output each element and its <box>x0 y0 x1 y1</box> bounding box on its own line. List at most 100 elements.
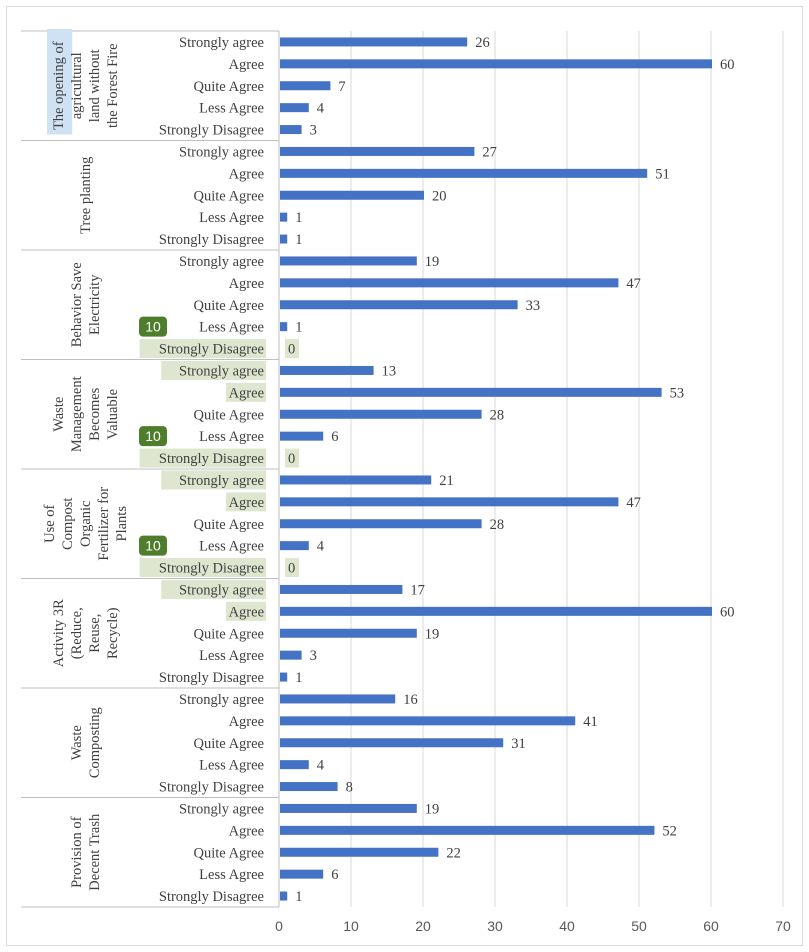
category-label: Quite Agree <box>194 298 264 314</box>
value-label: 31 <box>511 736 526 752</box>
category-label: Strongly Disagree <box>159 670 264 686</box>
bar <box>280 541 309 551</box>
category-label: Less Agree <box>199 758 264 774</box>
bar <box>280 584 403 594</box>
group-label-line: Waste <box>69 725 85 760</box>
group-label-line: land without <box>87 49 103 122</box>
value-label: 0 <box>288 342 295 358</box>
group-label-line: Activity 3R <box>51 599 67 667</box>
group-label-line: Becomes <box>87 387 103 441</box>
badge <box>139 535 167 556</box>
bar <box>280 782 338 792</box>
category-label: Strongly agree <box>179 144 264 160</box>
value-label: 52 <box>662 823 677 839</box>
group-label: Waste Composting <box>69 707 103 778</box>
value-label: 1 <box>295 670 302 686</box>
category-label: Less Agree <box>199 320 264 336</box>
bar <box>280 81 331 91</box>
category-label: Quite Agree <box>194 188 264 204</box>
bar <box>280 672 288 682</box>
bar <box>280 146 475 156</box>
group-label-line: Fertilizer for <box>96 487 112 561</box>
value-label: 3 <box>310 123 317 139</box>
value-label: 60 <box>720 604 735 620</box>
category-label: Strongly Disagree <box>159 342 264 358</box>
bar <box>280 847 439 857</box>
bar <box>280 103 309 113</box>
bar <box>280 37 468 47</box>
category-label: Less Agree <box>199 429 264 445</box>
group-label: Use of Compost Organic Fertilizer for Plants <box>42 487 130 561</box>
value-label: 3 <box>310 648 317 664</box>
value-label: 19 <box>425 626 440 642</box>
value-label-highlight <box>285 448 299 468</box>
category-label: Agree <box>229 276 264 292</box>
x-tick-label: 20 <box>415 918 431 934</box>
group-label-line: Use of <box>42 504 58 542</box>
group-label-line: Decent Trash <box>87 813 103 891</box>
bar <box>280 716 576 726</box>
bar <box>280 738 504 748</box>
category-label: Quite Agree <box>194 626 264 642</box>
group-label-line: Provision of <box>69 816 85 887</box>
category-label: Less Agree <box>199 648 264 664</box>
value-label: 0 <box>288 451 295 467</box>
group-label: Waste Management Becomes Valuable <box>51 376 121 452</box>
badge <box>139 426 167 447</box>
x-tick-label: 0 <box>275 918 283 934</box>
bar <box>280 519 482 529</box>
category-label-highlight <box>226 492 266 512</box>
category-label: Quite Agree <box>194 845 264 861</box>
category-label: Agree <box>229 823 264 839</box>
category-label: Quite Agree <box>194 517 264 533</box>
category-label: Strongly Disagree <box>159 561 264 577</box>
bar <box>280 650 302 660</box>
group-label: Tree planting <box>78 157 94 234</box>
bar <box>280 300 518 310</box>
badge-label: 10 <box>145 538 161 554</box>
bar <box>280 190 424 200</box>
category-label: Agree <box>229 604 264 620</box>
value-label: 19 <box>425 254 440 270</box>
group-label-line: Composting <box>87 707 103 778</box>
group-label-line: agricultural <box>69 52 85 119</box>
value-label: 21 <box>439 473 454 489</box>
x-tick-label: 10 <box>343 918 359 934</box>
group-label-line: The opening of <box>51 41 67 130</box>
value-label: 1 <box>295 210 302 226</box>
value-label: 17 <box>410 582 425 598</box>
value-label: 4 <box>317 758 325 774</box>
bar <box>280 322 288 332</box>
bar <box>280 497 619 507</box>
x-tick-label: 30 <box>487 918 503 934</box>
category-label-highlight <box>226 382 266 402</box>
value-label: 33 <box>526 298 541 314</box>
badge-label: 10 <box>145 428 161 444</box>
value-label: 41 <box>583 714 598 730</box>
category-label: Agree <box>229 57 264 73</box>
group-label-line: Electricity <box>87 274 103 335</box>
badge <box>139 316 167 337</box>
category-label-highlight <box>161 579 266 599</box>
bar <box>280 278 619 288</box>
value-label: 6 <box>331 867 338 883</box>
category-label: Less Agree <box>199 539 264 555</box>
category-label: Agree <box>229 385 264 401</box>
category-label: Strongly agree <box>179 692 264 708</box>
category-label: Strongly agree <box>179 254 264 270</box>
category-label: Strongly agree <box>179 582 264 598</box>
value-label: 13 <box>382 363 397 379</box>
category-label-highlight <box>161 470 266 490</box>
category-label: Strongly Disagree <box>159 451 264 467</box>
category-label: Less Agree <box>199 867 264 883</box>
category-label: Strongly agree <box>179 363 264 379</box>
category-label: Agree <box>229 166 264 182</box>
category-label: Quite Agree <box>194 407 264 423</box>
bar <box>280 256 417 266</box>
group-label: Behavior Save Electricity <box>69 262 103 347</box>
category-label: Strongly Disagree <box>159 232 264 248</box>
bar <box>280 891 288 901</box>
value-label-highlight <box>285 339 299 359</box>
category-label: Strongly Disagree <box>159 889 264 905</box>
value-label-highlight <box>285 558 299 578</box>
